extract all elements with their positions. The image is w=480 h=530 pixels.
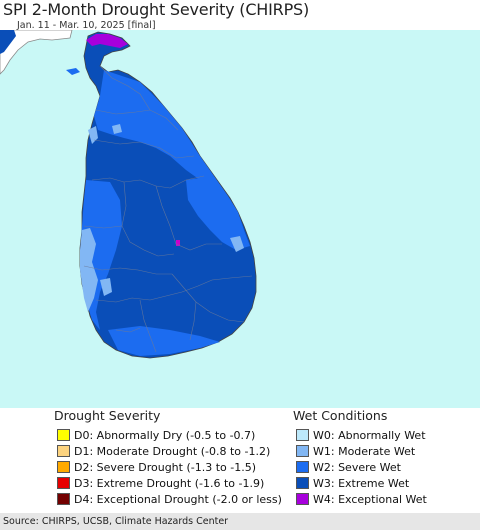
india-west-blue — [0, 30, 16, 54]
w1-region-west — [80, 228, 98, 312]
india-landmass — [0, 30, 73, 75]
drought-legend-title: Drought Severity — [54, 408, 161, 423]
legend-item-w4: W4: Exceptional Wet — [296, 492, 427, 506]
w4-region-north — [86, 34, 128, 48]
legend-label-w1: W1: Moderate Wet — [313, 444, 416, 458]
map-title: SPI 2-Month Drought Severity (CHIRPS) — [3, 0, 310, 19]
legend-item-d1: D1: Moderate Drought (-0.8 to -1.2) — [57, 444, 270, 458]
legend-label-w4: W4: Exceptional Wet — [313, 492, 427, 506]
legend-label-d0: D0: Abnormally Dry (-0.5 to -0.7) — [74, 428, 256, 442]
legend-swatch-d0 — [57, 429, 70, 441]
w2-region-north — [94, 70, 214, 180]
legend-item-d3: D3: Extreme Drought (-1.6 to -1.9) — [57, 476, 264, 490]
legend-swatch-w3 — [296, 477, 309, 489]
legend-swatch-w4 — [296, 493, 309, 505]
legend-item-d0: D0: Abnormally Dry (-0.5 to -0.7) — [57, 428, 255, 442]
w2-region-east — [186, 176, 250, 250]
legend-item-d2: D2: Severe Drought (-1.3 to -1.5) — [57, 460, 256, 474]
legend-label-d4: D4: Exceptional Drought (-2.0 or less) — [74, 492, 282, 506]
legend-item-w0: W0: Abnormally Wet — [296, 428, 426, 442]
legend-label-w0: W0: Abnormally Wet — [313, 428, 426, 442]
legend-label-d3: D3: Extreme Drought (-1.6 to -1.9) — [74, 476, 265, 490]
legend-swatch-d4 — [57, 493, 70, 505]
wet-legend-title: Wet Conditions — [293, 408, 388, 423]
legend-label-w3: W3: Extreme Wet — [313, 476, 410, 490]
map-subtitle: Jan. 11 - Mar. 10, 2025 [final] — [17, 20, 156, 31]
jaffna-islands — [66, 68, 80, 75]
legend-item-w2: W2: Severe Wet — [296, 460, 401, 474]
legend-swatch-d3 — [57, 477, 70, 489]
legend-swatch-w0 — [296, 429, 309, 441]
drought-map — [0, 30, 480, 408]
legend-swatch-w1 — [296, 445, 309, 457]
legend-label-d2: D2: Severe Drought (-1.3 to -1.5) — [74, 460, 257, 474]
source-footer: Source: CHIRPS, UCSB, Climate Hazards Ce… — [0, 513, 480, 530]
district-borders — [83, 65, 253, 353]
legend-label-w2: W2: Severe Wet — [313, 460, 401, 474]
legend-swatch-d2 — [57, 461, 70, 473]
legend-item-w3: W3: Extreme Wet — [296, 476, 409, 490]
legend-swatch-w2 — [296, 461, 309, 473]
legend-item-d4: D4: Exceptional Drought (-2.0 or less) — [57, 492, 282, 506]
legend-item-w1: W1: Moderate Wet — [296, 444, 415, 458]
w2-region-south — [108, 326, 220, 356]
legend-swatch-d1 — [57, 445, 70, 457]
legend-label-d1: D1: Moderate Drought (-0.8 to -1.2) — [74, 444, 271, 458]
